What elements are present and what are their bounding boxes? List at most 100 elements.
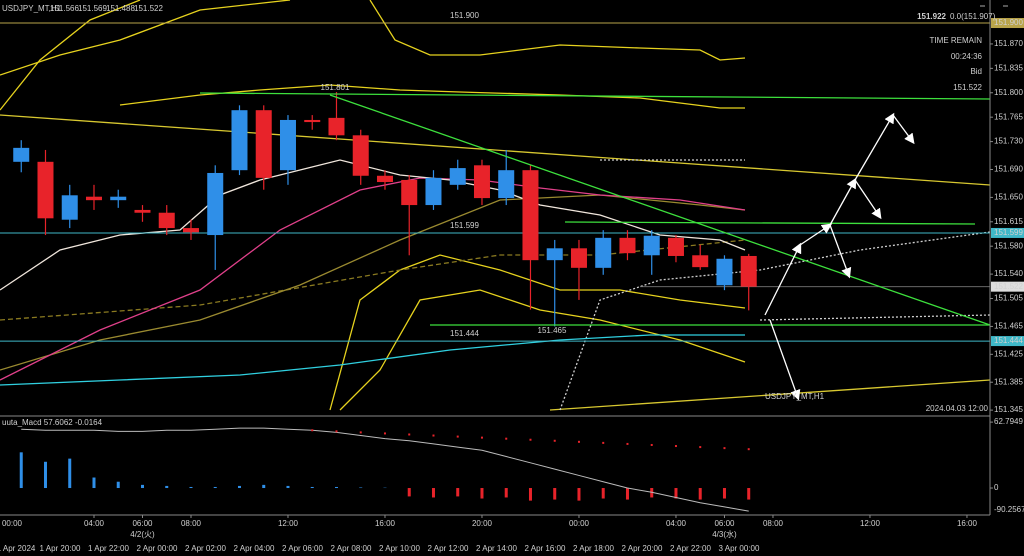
macd-bar <box>650 488 654 498</box>
level-label: 151.599 <box>450 221 479 230</box>
x-tick-label: 16:00 <box>957 519 978 528</box>
y-tick-label: 151.650 <box>994 192 1023 201</box>
candle-body <box>473 165 490 199</box>
bid-label: Bid <box>970 67 982 76</box>
macd-bar <box>504 488 508 498</box>
candle-body <box>522 170 539 261</box>
macd-bar <box>480 488 484 499</box>
y-tick-label: 151.765 <box>994 112 1023 121</box>
candles <box>13 92 757 327</box>
candle-body <box>352 135 369 176</box>
macd-bar <box>43 461 47 489</box>
x-tick-label: 12:00 <box>278 519 299 528</box>
signal-dot <box>383 432 386 435</box>
macd-bar <box>334 486 338 489</box>
macd-bar <box>698 488 702 500</box>
macd-bar <box>601 488 605 499</box>
level-label: 151.444 <box>450 329 479 338</box>
signal-dot <box>408 433 411 436</box>
candle-body <box>304 119 321 123</box>
candle-body <box>570 248 587 268</box>
macd-pane: 62.7949 0 -90.2567 <box>19 417 1024 514</box>
server-time-label: 2 Apr 14:00 <box>476 544 517 553</box>
candle-body <box>328 117 345 136</box>
macd-bar <box>528 488 532 501</box>
x-tick-label: 06:00 <box>132 519 153 528</box>
current-price-label: 151.522 <box>994 282 1023 291</box>
candle-body <box>37 161 54 219</box>
candle-body <box>207 172 224 236</box>
x-tick-label: 04:00 <box>84 519 105 528</box>
candle-body <box>182 228 199 233</box>
x-tick-label: 00:00 <box>569 519 590 528</box>
signal-dot <box>335 430 338 433</box>
y-tick-label: 151.730 <box>994 137 1023 146</box>
candle-body <box>61 195 78 220</box>
candle-body <box>376 175 393 183</box>
macd-bar <box>262 484 266 489</box>
macd-bar <box>359 487 363 489</box>
macd-min-label: -90.2567 <box>994 505 1024 514</box>
watermark-title: USDJPY_MT,H1 <box>765 392 825 401</box>
macd-bar <box>189 486 193 489</box>
macd-bar <box>553 488 557 500</box>
current-price-box <box>991 281 1024 292</box>
timestamp: 2024.04.03 12:00 <box>926 404 989 413</box>
candle-body <box>13 147 30 162</box>
level-box <box>991 227 1024 238</box>
macd-bar <box>140 484 144 489</box>
macd-bar <box>237 485 241 489</box>
x-tick-label: 12:00 <box>860 519 881 528</box>
candle-body <box>425 177 442 206</box>
bid-price: 151.522 <box>953 83 982 92</box>
macd-bar <box>674 488 678 499</box>
signal-dot <box>480 436 483 439</box>
macd-bar <box>92 477 96 489</box>
candle-body <box>231 110 248 171</box>
macd-line <box>21 427 749 512</box>
x-tick-label: 16:00 <box>375 519 396 528</box>
candle-body <box>595 237 612 268</box>
candle-body <box>158 212 175 229</box>
candle-body <box>401 179 418 206</box>
signal-dot <box>650 443 653 446</box>
y-tick-label: 151.345 <box>994 405 1023 414</box>
level-box-label: 151.900 <box>994 18 1023 27</box>
signal-dot <box>456 435 459 438</box>
candle-body <box>619 237 636 254</box>
y-tick-label: 151.580 <box>994 241 1023 250</box>
macd-bar <box>625 488 629 500</box>
y-tick-label: 151.505 <box>994 294 1023 303</box>
server-time-label: 1 Apr 22:00 <box>88 544 129 553</box>
macd-bar <box>165 485 169 489</box>
signal-dot <box>577 440 580 443</box>
macd-label: uuta_Macd 57.6062 -0.0164 <box>2 418 103 427</box>
server-time-label: 2 Apr 08:00 <box>331 544 372 553</box>
signal-dot <box>311 429 314 432</box>
macd-tick-label: 62.7949 <box>994 417 1023 426</box>
drawings <box>199 92 991 401</box>
signal-dot <box>529 438 532 441</box>
y-tick-label: 151.835 <box>994 63 1023 72</box>
level-box <box>991 336 1024 347</box>
server-time-label: 1 Apr 20:00 <box>40 544 81 553</box>
signal-dot <box>553 439 556 442</box>
signal-dot <box>432 434 435 437</box>
macd-bar <box>407 488 411 497</box>
level-box <box>991 18 1024 29</box>
x-tick-label: 20:00 <box>472 519 493 528</box>
signal-dot <box>505 437 508 440</box>
high-annotation: 151.801 <box>321 83 350 92</box>
date-label: 4/2(火) <box>130 530 155 539</box>
server-time-label: 2 Apr 00:00 <box>137 544 178 553</box>
level-box-label: 151.444 <box>994 336 1023 345</box>
x-tick-label: 04:00 <box>666 519 687 528</box>
candle-body <box>643 235 660 256</box>
candle-body <box>279 119 296 171</box>
macd-bar <box>456 488 460 497</box>
macd-bar <box>722 488 726 499</box>
candle-body <box>134 209 151 213</box>
macd-bar <box>747 488 751 500</box>
y-tick-label: 151.425 <box>994 349 1023 358</box>
x-tick-label: 08:00 <box>763 519 784 528</box>
